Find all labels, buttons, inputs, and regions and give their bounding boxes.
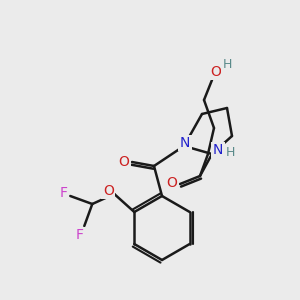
Text: H: H	[225, 146, 235, 160]
Text: N: N	[213, 143, 223, 157]
Text: N: N	[180, 136, 190, 150]
Text: F: F	[75, 228, 83, 242]
Text: H: H	[222, 58, 232, 70]
Text: F: F	[59, 186, 67, 200]
Text: O: O	[118, 155, 129, 169]
Text: O: O	[211, 65, 221, 79]
Text: O: O	[167, 176, 177, 190]
Text: O: O	[103, 184, 114, 198]
